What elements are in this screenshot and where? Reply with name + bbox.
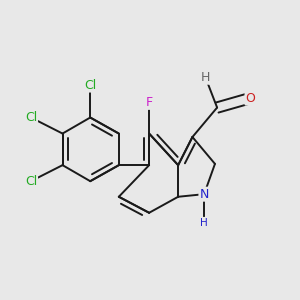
Text: Cl: Cl [25,111,37,124]
Text: Cl: Cl [25,175,37,188]
Text: O: O [245,92,255,104]
Text: F: F [146,96,153,109]
Text: H: H [200,218,208,228]
Text: N: N [200,188,209,201]
Text: Cl: Cl [84,79,96,92]
Text: H: H [201,71,210,84]
